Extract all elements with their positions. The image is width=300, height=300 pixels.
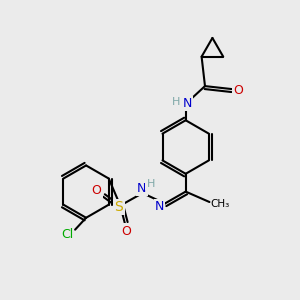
Text: N: N [182, 97, 192, 110]
Text: O: O [92, 184, 101, 197]
Text: S: S [114, 200, 123, 214]
Text: O: O [233, 84, 243, 97]
Text: N: N [155, 200, 164, 213]
Text: O: O [121, 225, 131, 238]
Text: N: N [137, 182, 146, 195]
Text: CH₃: CH₃ [210, 199, 230, 208]
Text: Cl: Cl [61, 228, 74, 241]
Text: H: H [172, 98, 180, 107]
Text: H: H [146, 179, 155, 189]
